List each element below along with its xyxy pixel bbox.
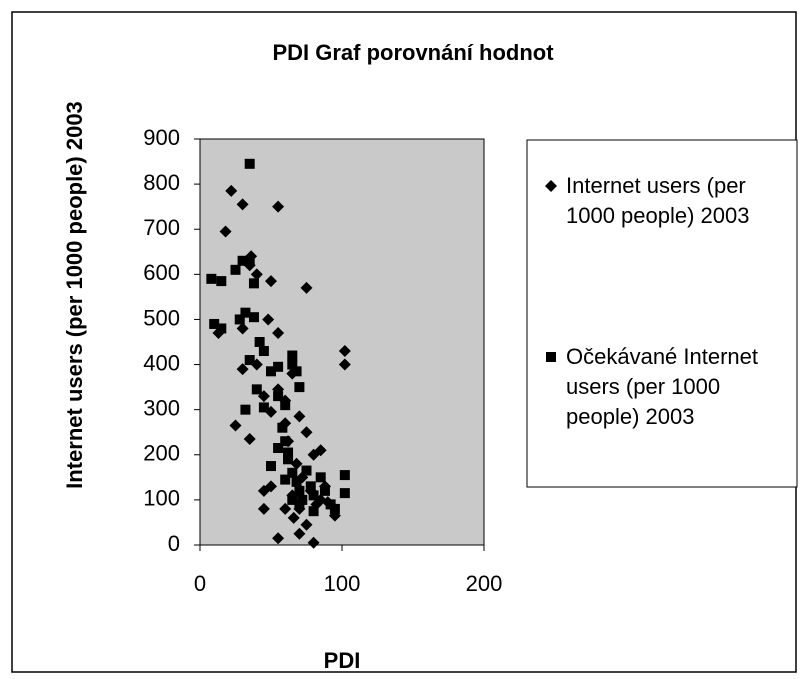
legend-label: Očekávané Internet users (per 1000 peopl… [566,344,759,429]
point [251,384,262,395]
y-tick-label: 100 [143,486,180,511]
point [338,345,351,358]
x-tick-label: 200 [466,571,503,596]
point [254,337,265,347]
point [315,472,326,483]
y-tick-label: 200 [143,441,180,466]
point [272,200,285,213]
y-tick-label: 800 [143,170,180,195]
point [244,255,255,266]
legend-marker [546,352,556,362]
y-tick-label: 500 [143,305,180,330]
point [272,532,285,545]
point [229,419,242,432]
legend-box [526,139,798,488]
point [338,358,351,371]
point [314,444,327,457]
point [301,465,312,476]
y-tick-label: 0 [168,531,180,556]
chart-title: PDI Graf porovnání hodnot [272,40,554,65]
y-tick-label: 300 [143,395,180,420]
y-tick-label: 900 [143,125,180,150]
x-axis-label: PDI [324,648,361,673]
point [308,506,319,517]
point [339,470,350,481]
point [319,485,330,496]
point [307,536,320,549]
point [339,488,350,499]
plot-area [199,138,485,546]
point [273,443,284,454]
y-tick-label: 400 [143,350,180,375]
x-tick-label: 100 [324,571,361,596]
y-tick-label: 600 [143,260,180,285]
point [250,268,263,281]
point [265,480,277,493]
point [265,275,277,288]
point [287,350,298,361]
point [237,255,248,266]
legend-label: Internet users (per 1000 people) 2003 [566,173,750,228]
point [206,273,217,284]
point [262,313,275,326]
point [280,474,291,485]
point [293,410,306,423]
point [236,363,249,376]
point [257,502,270,515]
point [240,307,251,318]
point [291,366,302,377]
point [300,426,313,439]
point [258,346,269,357]
point [244,158,255,169]
point [308,490,319,501]
point [248,278,259,289]
point [266,461,276,472]
point [236,198,249,211]
point [305,481,316,492]
point [280,400,291,411]
point [266,366,276,377]
point [294,382,305,393]
point [287,511,300,524]
point [287,359,298,370]
point [272,326,285,339]
point [287,494,298,505]
point [280,436,291,447]
point [290,457,303,470]
point [283,447,294,458]
point [277,422,288,433]
point [244,355,255,366]
point [294,485,305,496]
point [230,264,241,275]
point [209,318,220,329]
point [293,527,306,540]
x-tick-label: 0 [194,571,206,596]
point [225,184,238,197]
point [234,314,245,325]
y-tick-label: 700 [143,215,180,240]
point [294,499,305,510]
point [279,502,292,515]
point [291,476,302,487]
point [283,454,294,465]
point [258,402,269,413]
point [273,391,284,402]
point [243,432,256,445]
point [248,312,259,323]
point [273,361,284,372]
point [216,276,227,287]
y-axis-label: Internet users (per 1000 people) 2003 [62,101,87,489]
point [300,518,313,531]
point [287,467,298,478]
legend-marker [545,180,557,192]
point [216,323,227,334]
point [219,225,232,238]
point [236,322,249,335]
point [240,404,251,415]
point [300,281,313,294]
point [329,503,340,514]
